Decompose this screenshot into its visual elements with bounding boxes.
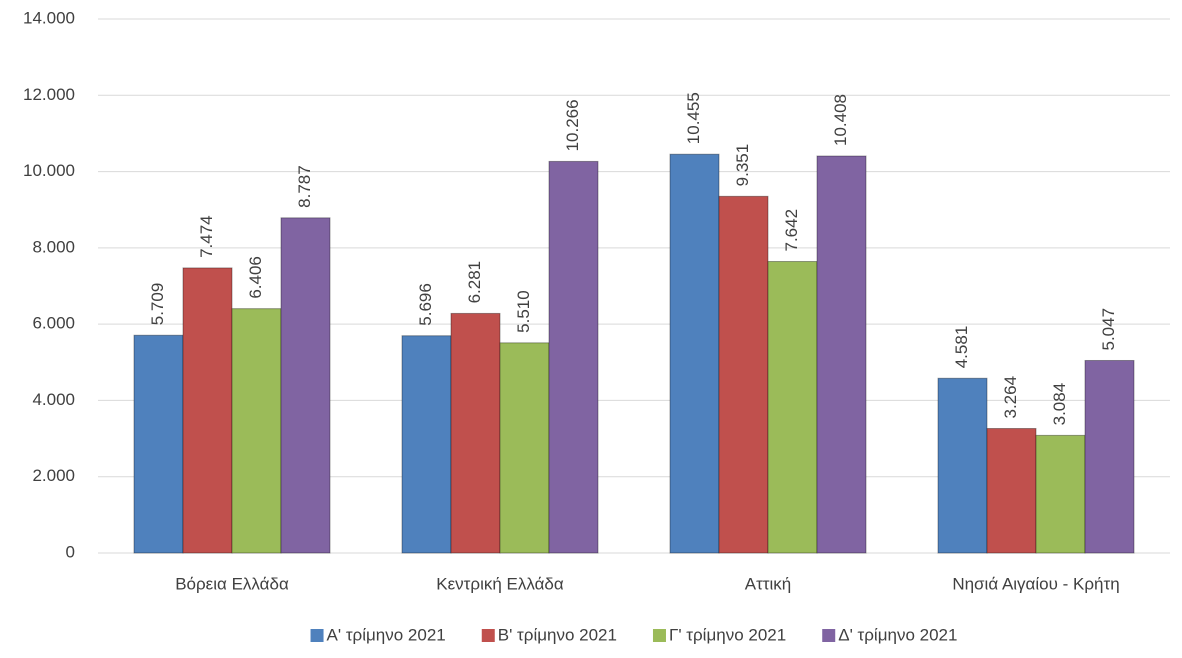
data-label: 3.084	[1050, 383, 1069, 426]
data-label: 7.642	[782, 209, 801, 252]
bar	[182, 267, 233, 554]
legend-label: Δ' τρίμηνο 2021	[838, 625, 957, 644]
data-label: 7.474	[197, 215, 216, 258]
y-tick-label: 8.000	[32, 237, 75, 256]
bar	[767, 261, 818, 554]
data-label: 10.408	[831, 94, 850, 146]
bar	[718, 195, 769, 554]
legend-label: Α' τρίμηνο 2021	[327, 625, 446, 644]
y-tick-label: 4.000	[32, 390, 75, 409]
x-tick-label: Αττική	[745, 574, 792, 593]
data-label: 8.787	[295, 165, 314, 208]
y-tick-label: 12.000	[23, 85, 75, 104]
x-tick-label: Νησιά Αιγαίου - Κρήτη	[952, 574, 1119, 593]
bar	[401, 335, 452, 554]
bar	[1035, 434, 1086, 554]
legend-swatch	[652, 629, 666, 642]
data-label: 5.709	[148, 283, 167, 326]
y-tick-label: 6.000	[32, 314, 75, 333]
legend-swatch	[310, 629, 324, 642]
data-label: 5.510	[514, 290, 533, 333]
bar	[133, 334, 184, 554]
y-tick-label: 2.000	[32, 466, 75, 485]
legend-swatch	[481, 629, 495, 642]
data-label: 10.266	[563, 99, 582, 151]
bar	[450, 312, 501, 554]
data-label: 6.281	[465, 261, 484, 304]
bar	[548, 160, 599, 554]
x-tick-label: Κεντρική Ελλάδα	[436, 574, 564, 593]
bar	[499, 342, 550, 554]
legend-label: Γ' τρίμηνο 2021	[669, 625, 786, 644]
y-tick-label: 14.000	[23, 8, 75, 27]
data-label: 5.047	[1099, 308, 1118, 351]
bar	[816, 155, 867, 554]
legend-label: Β' τρίμηνο 2021	[498, 625, 617, 644]
bar	[937, 377, 988, 554]
bar	[986, 428, 1037, 554]
bar	[231, 308, 282, 554]
data-label: 4.581	[952, 326, 971, 369]
bar	[669, 153, 720, 554]
y-tick-label: 10.000	[23, 161, 75, 180]
data-label: 5.696	[416, 283, 435, 326]
bar	[280, 217, 331, 554]
bar	[1084, 359, 1135, 554]
y-tick-label: 0	[66, 542, 75, 561]
x-tick-label: Βόρεια Ελλάδα	[175, 574, 289, 593]
data-label: 10.455	[684, 92, 703, 144]
data-label: 6.406	[246, 256, 265, 299]
legend-swatch	[822, 629, 836, 642]
data-label: 9.351	[733, 144, 752, 187]
data-label: 3.264	[1001, 376, 1020, 419]
